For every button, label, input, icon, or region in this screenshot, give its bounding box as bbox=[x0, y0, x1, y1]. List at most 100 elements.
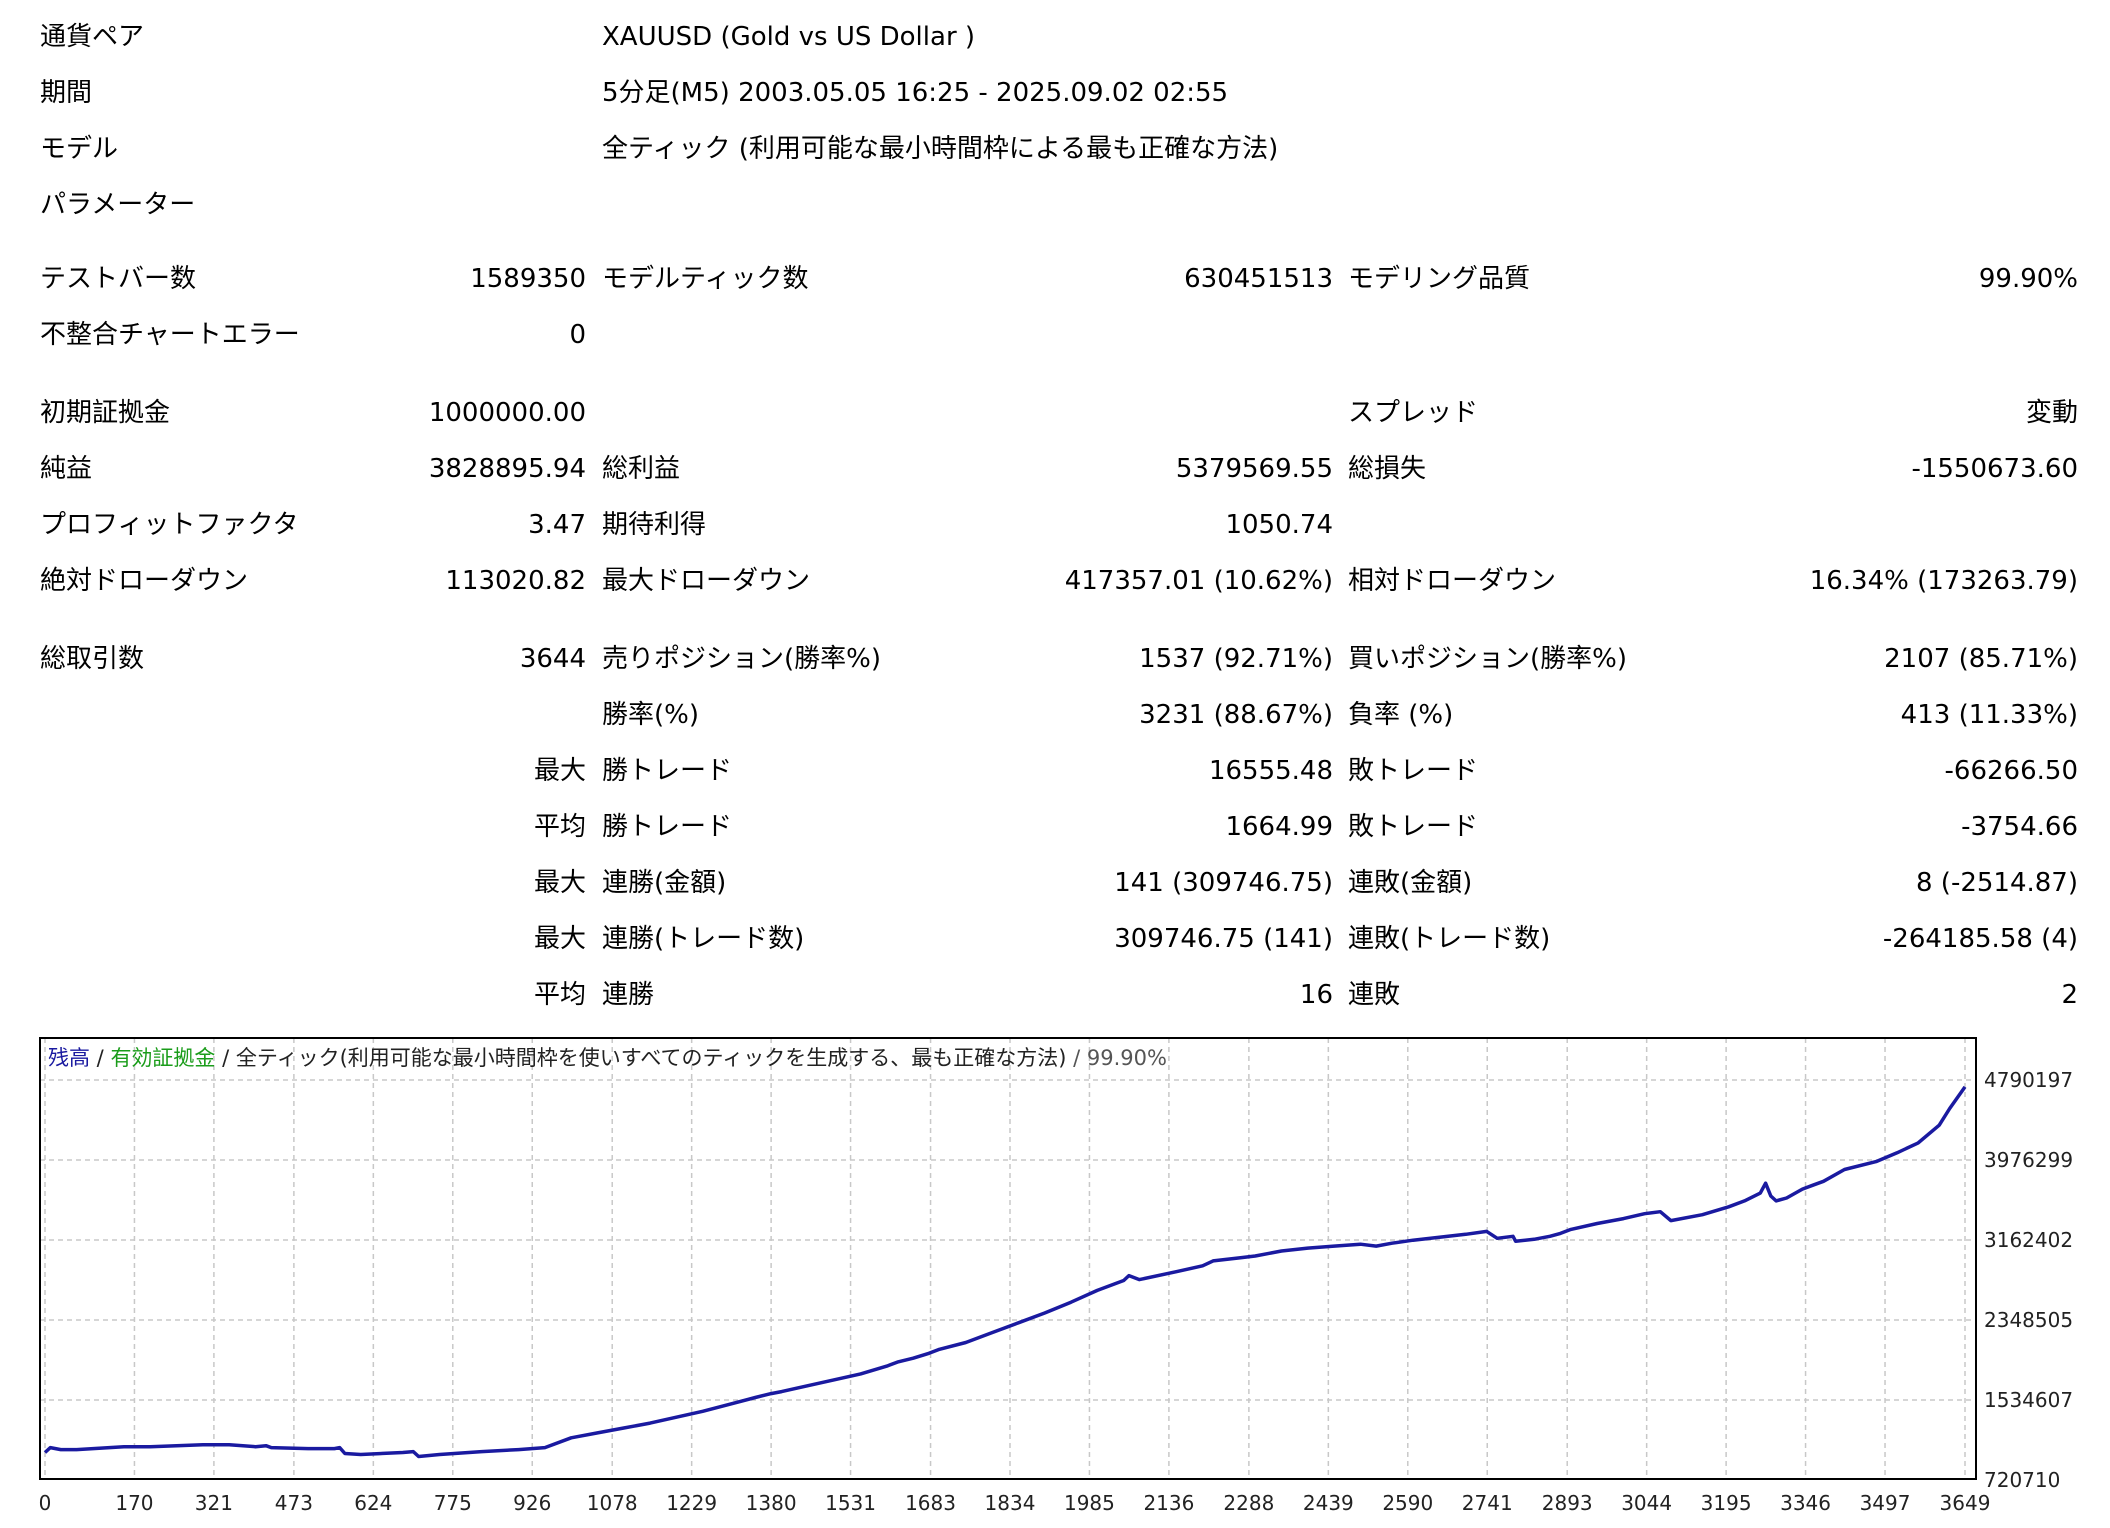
abs-dd-value: 113020.82 bbox=[445, 566, 586, 596]
mismatch-value: 0 bbox=[569, 320, 586, 350]
profit-factor-value: 3.47 bbox=[528, 510, 586, 540]
consec-wins-money-value: 141 (309746.75) bbox=[1114, 868, 1333, 898]
expected-payoff-value: 1050.74 bbox=[1225, 510, 1333, 540]
rel-dd-value: 16.34% (173263.79) bbox=[1809, 566, 2078, 596]
legend-separator: / bbox=[90, 1046, 111, 1070]
gross-loss-label: 総損失 bbox=[1348, 454, 1427, 484]
x-tick-label: 1531 bbox=[825, 1491, 876, 1515]
deposit-value: 1000000.00 bbox=[428, 398, 586, 428]
x-tick-label: 170 bbox=[115, 1491, 153, 1515]
long-label: 買いポジション(勝率%) bbox=[1348, 644, 1627, 674]
x-tick-label: 473 bbox=[275, 1491, 313, 1515]
row-deposit: 初期証拠金 1000000.00 スプレッド 変動 bbox=[0, 393, 2110, 433]
total-trades-value: 3644 bbox=[519, 644, 586, 674]
chart-frame bbox=[39, 1037, 1977, 1480]
avg-consec-prefix: 平均 bbox=[533, 980, 586, 1010]
row-win-rate: 勝率(%) 3231 (88.67%) 負率 (%) 413 (11.33%) bbox=[0, 695, 2110, 735]
y-tick-label: 4790197 bbox=[1984, 1068, 2073, 1092]
x-tick-label: 926 bbox=[513, 1491, 551, 1515]
balance-line bbox=[43, 1085, 1967, 1459]
row-average: 平均 勝トレード 1664.99 敗トレード -3754.66 bbox=[0, 807, 2110, 847]
loss-rate-label: 負率 (%) bbox=[1348, 700, 1454, 730]
consec-wins-trades-value: 309746.75 (141) bbox=[1114, 924, 1333, 954]
legend-separator: / bbox=[1066, 1046, 1087, 1070]
x-tick-label: 0 bbox=[39, 1491, 52, 1515]
period-label: 期間 bbox=[40, 78, 93, 108]
row-mismatch: 不整合チャートエラー 0 bbox=[0, 315, 2110, 355]
avg-loss-value: -3754.66 bbox=[1961, 812, 2078, 842]
win-rate-value: 3231 (88.67%) bbox=[1139, 700, 1333, 730]
x-tick-label: 1229 bbox=[666, 1491, 717, 1515]
y-tick-label: 720710 bbox=[1984, 1468, 2060, 1492]
mismatch-label: 不整合チャートエラー bbox=[40, 320, 300, 350]
x-tick-label: 1380 bbox=[746, 1491, 797, 1515]
x-tick-label: 775 bbox=[434, 1491, 472, 1515]
abs-dd-label: 絶対ドローダウン bbox=[40, 566, 249, 596]
ticks-value: 630451513 bbox=[1184, 264, 1333, 294]
quality-value: 99.90% bbox=[1978, 264, 2078, 294]
chart-canvas: 0 170 321 473 624 775 926 1078 1229 1380 1531 1683 1… bbox=[39, 1037, 2073, 1515]
x-tick-label: 3195 bbox=[1701, 1491, 1752, 1515]
avg-win-label: 勝トレード bbox=[602, 812, 733, 842]
row-drawdown: 絶対ドローダウン 113020.82 最大ドローダウン 417357.01 (1… bbox=[0, 561, 2110, 601]
x-tick-label: 1985 bbox=[1064, 1491, 1115, 1515]
balance-chart: 0 170 321 473 624 775 926 1078 1229 1380 1531 1683 1… bbox=[0, 1030, 2110, 1528]
bars-value: 1589350 bbox=[470, 264, 586, 294]
consec-wins-money-label: 連勝(金額) bbox=[602, 868, 727, 898]
gross-profit-label: 総利益 bbox=[602, 454, 681, 484]
x-tick-label: 3649 bbox=[1940, 1491, 1991, 1515]
x-tick-label: 2741 bbox=[1462, 1491, 1513, 1515]
average-prefix: 平均 bbox=[533, 812, 586, 842]
max-dd-label: 最大ドローダウン bbox=[602, 566, 811, 596]
x-tick-label: 1683 bbox=[905, 1491, 956, 1515]
avg-win-value: 1664.99 bbox=[1225, 812, 1333, 842]
avg-consec-losses-label: 連敗 bbox=[1348, 980, 1401, 1010]
expected-payoff-label: 期待利得 bbox=[602, 510, 707, 540]
row-consec-trades: 最大 連勝(トレード数) 309746.75 (141) 連敗(トレード数) -… bbox=[0, 919, 2110, 959]
net-profit-label: 純益 bbox=[40, 454, 93, 484]
row-profit-factor: プロフィットファクタ 3.47 期待利得 1050.74 bbox=[0, 505, 2110, 545]
legend-equity: 有効証拠金 bbox=[110, 1046, 216, 1070]
deposit-label: 初期証拠金 bbox=[40, 398, 171, 428]
row-params: パラメーター bbox=[0, 185, 2110, 225]
legend-quality: 99.90% bbox=[1086, 1046, 1167, 1070]
x-tick-label: 2288 bbox=[1223, 1491, 1274, 1515]
consec-losses-trades-value: -264185.58 (4) bbox=[1882, 924, 2078, 954]
test-report: 通貨ペア XAUUSD (Gold vs US Dollar ) 期間 5分足(… bbox=[0, 22, 2110, 1010]
long-value: 2107 (85.71%) bbox=[1884, 644, 2078, 674]
y-tick-label: 2348505 bbox=[1984, 1308, 2073, 1332]
chart-legend: 残高 / 有効証拠金 / 全ティック(利用可能な最小時間枠を使いすべてのティック… bbox=[48, 1042, 1167, 1072]
spread-label: スプレッド bbox=[1348, 398, 1479, 428]
loss-rate-value: 413 (11.33%) bbox=[1900, 700, 2078, 730]
rel-dd-label: 相対ドローダウン bbox=[1348, 566, 1557, 596]
legend-model: 全ティック(利用可能な最小時間枠を使いすべてのティックを生成する、最も正確な方法… bbox=[235, 1046, 1067, 1070]
ticks-label: モデルティック数 bbox=[602, 264, 809, 294]
x-tick-label: 624 bbox=[354, 1491, 392, 1515]
largest-win-label: 勝トレード bbox=[602, 756, 733, 786]
short-label: 売りポジション(勝率%) bbox=[602, 644, 881, 674]
model-value: 全ティック (利用可能な最小時間枠による最も正確な方法) bbox=[602, 134, 1279, 164]
symbol-value: XAUUSD (Gold vs US Dollar ) bbox=[602, 22, 976, 52]
row-model: モデル 全ティック (利用可能な最小時間枠による最も正確な方法) bbox=[0, 129, 2110, 169]
consec-losses-money-label: 連敗(金額) bbox=[1348, 868, 1473, 898]
x-tick-label: 2136 bbox=[1143, 1491, 1194, 1515]
symbol-label: 通貨ペア bbox=[40, 22, 145, 52]
row-bars: テストバー数 1589350 モデルティック数 630451513 モデリング品… bbox=[0, 259, 2110, 299]
y-tick-label: 1534607 bbox=[1984, 1388, 2073, 1412]
row-period: 期間 5分足(M5) 2003.05.05 16:25 - 2025.09.02… bbox=[0, 73, 2110, 113]
model-label: モデル bbox=[40, 134, 119, 164]
consec-losses-money-value: 8 (-2514.87) bbox=[1916, 868, 2078, 898]
x-tick-label: 2590 bbox=[1382, 1491, 1433, 1515]
x-tick-label: 3497 bbox=[1860, 1491, 1911, 1515]
profit-factor-label: プロフィットファクタ bbox=[40, 510, 299, 540]
avg-consec-losses-value: 2 bbox=[2061, 980, 2078, 1010]
total-trades-label: 総取引数 bbox=[40, 644, 145, 674]
row-profit: 純益 3828895.94 総利益 5379569.55 総損失 -155067… bbox=[0, 449, 2110, 489]
x-tick-label: 321 bbox=[195, 1491, 233, 1515]
consec-money-prefix: 最大 bbox=[533, 868, 586, 898]
avg-consec-wins-value: 16 bbox=[1299, 980, 1333, 1010]
consec-wins-trades-label: 連勝(トレード数) bbox=[602, 924, 805, 954]
avg-loss-label: 敗トレード bbox=[1348, 812, 1479, 842]
bars-label: テストバー数 bbox=[40, 264, 197, 294]
max-dd-value: 417357.01 (10.62%) bbox=[1064, 566, 1333, 596]
